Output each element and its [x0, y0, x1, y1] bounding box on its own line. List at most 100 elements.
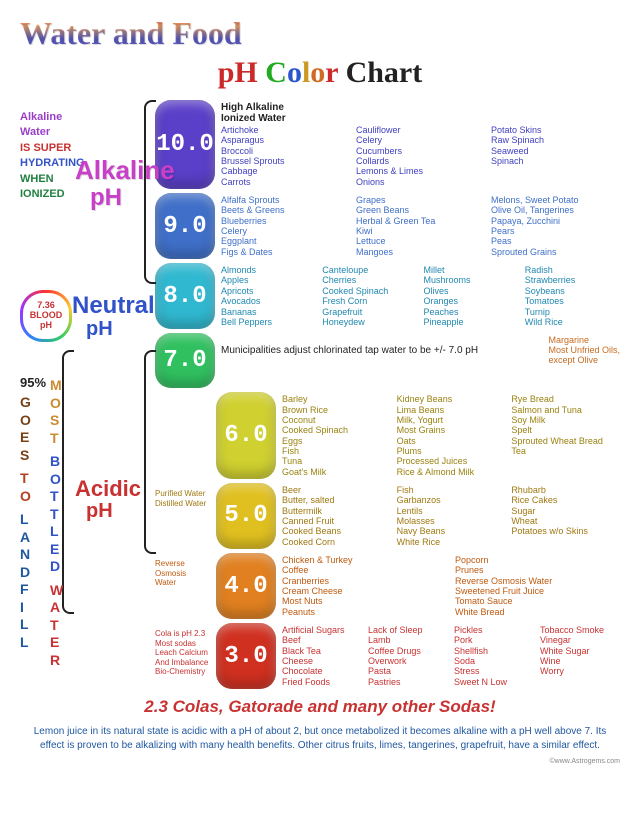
list-item: Potatoes w/o Skins	[511, 526, 620, 536]
ph-pill: 9.0	[155, 193, 215, 259]
list-item: Lemons & Limes	[356, 166, 485, 176]
chart-layout: Alkaline Water IS SUPER HYDRATING WHEN I…	[20, 100, 620, 689]
title-water-food: Water and Food	[20, 15, 620, 52]
list-item: Tomatoes	[525, 296, 620, 306]
row-heading: High AlkalineIonized Water	[221, 102, 620, 124]
list-item: Barley	[282, 394, 391, 404]
list-item: Seaweed	[491, 146, 620, 156]
list-item: Buttermilk	[282, 506, 391, 516]
col-goes-to-landfill: 95% GOESTOLANDFILL	[20, 375, 46, 669]
list-item: Chicken & Turkey	[282, 555, 447, 565]
list-item: Sprouted Wheat Bread	[511, 436, 620, 446]
list-item: White Rice	[397, 537, 506, 547]
list-item: White Sugar	[540, 646, 620, 656]
list-item: Rice Cakes	[511, 495, 620, 505]
list-item: Canned Fruit	[282, 516, 391, 526]
source-credit: ©www.Astrogems.com	[20, 758, 620, 765]
ph-row-3.0: Cola is pH 2.3Most sodasLeach CalciumAnd…	[155, 623, 620, 689]
list-item: Lamb	[368, 635, 448, 645]
list-item: Sugar	[511, 506, 620, 516]
bracket-alkaline	[144, 100, 156, 284]
item-list: Alfalfa SproutsBeets & GreensBlueberries…	[221, 195, 620, 257]
list-item: Broccoli	[221, 146, 350, 156]
list-item: Navy Beans	[397, 526, 506, 536]
list-item: Fresh Corn	[322, 296, 417, 306]
item-list: AlmondsApplesApricotsAvocadosBananasBell…	[221, 265, 620, 327]
list-item: Beer	[282, 485, 391, 495]
list-item: Lettuce	[356, 236, 485, 246]
list-item: Potato Skins	[491, 125, 620, 135]
list-item: Papaya, Zucchini	[491, 216, 620, 226]
list-item: Cooked Corn	[282, 537, 391, 547]
list-item: Collards	[356, 156, 485, 166]
item-list: Chicken & TurkeyCoffeeCranberriesCream C…	[282, 555, 620, 617]
list-item: Milk, Yogurt	[397, 415, 506, 425]
list-item: Popcorn	[455, 555, 620, 565]
list-item: Figs & Dates	[221, 247, 350, 257]
title-ph: pH	[218, 56, 258, 89]
list-item: Overwork	[368, 656, 448, 666]
list-item: Pastries	[368, 677, 448, 687]
list-item: Eggs	[282, 436, 391, 446]
list-item: Bell Peppers	[221, 317, 316, 327]
ph-row-7.0: 7.0Municipalities adjust chlorinated tap…	[155, 333, 620, 388]
list-item: Soy Milk	[511, 415, 620, 425]
list-item: Millet	[424, 265, 519, 275]
row-left-label: Cola is pH 2.3Most sodasLeach CalciumAnd…	[155, 623, 210, 689]
list-item: Peanuts	[282, 607, 447, 617]
list-item: Celery	[221, 226, 350, 236]
list-item: Most Grains	[397, 425, 506, 435]
bracket-acidic-inner	[144, 350, 156, 554]
list-item: Grapefruit	[322, 307, 417, 317]
list-item: Tobacco Smoke	[540, 625, 620, 635]
row-left-label: ReverseOsmosisWater	[155, 553, 210, 619]
list-item: Cooked Beans	[282, 526, 391, 536]
list-item: Stress	[454, 666, 534, 676]
list-item: Fish	[397, 485, 506, 495]
list-item: Processed Juices	[397, 456, 506, 466]
list-item: Lentils	[397, 506, 506, 516]
list-item: Blueberries	[221, 216, 350, 226]
list-item: Grapes	[356, 195, 485, 205]
list-item: Black Tea	[282, 646, 362, 656]
row-content: Alfalfa SproutsBeets & GreensBlueberries…	[221, 193, 620, 259]
list-item: Celery	[356, 135, 485, 145]
list-item: Spelt	[511, 425, 620, 435]
list-item: Oats	[397, 436, 506, 446]
list-item: Almonds	[221, 265, 316, 275]
label-neutral: Neutral	[72, 292, 155, 320]
list-item: Olives	[424, 286, 519, 296]
list-item: Plums	[397, 446, 506, 456]
item-list: BeerButter, saltedButtermilkCanned Fruit…	[282, 485, 620, 547]
ph-pill: 7.0	[155, 333, 215, 388]
row-content: BeerButter, saltedButtermilkCanned Fruit…	[282, 483, 620, 549]
row-content: Municipalities adjust chlorinated tap wa…	[221, 333, 620, 388]
list-item: Apricots	[221, 286, 316, 296]
list-item: Eggplant	[221, 236, 350, 246]
label-ph-3: pH	[86, 500, 113, 523]
blood-ph-heart-icon: 7.36 BLOOD pH	[20, 290, 72, 342]
list-item: Strawberries	[525, 275, 620, 285]
list-item: Kidney Beans	[397, 394, 506, 404]
ph-row-10.0: 10.0High AlkalineIonized WaterArtichokeA…	[155, 100, 620, 189]
list-item: Prunes	[455, 565, 620, 575]
list-item: Pickles	[454, 625, 534, 635]
list-item: Garbanzos	[397, 495, 506, 505]
ph-pill: 3.0	[216, 623, 276, 689]
list-item: Reverse Osmosis Water	[455, 576, 620, 586]
list-item: Tea	[511, 446, 620, 456]
list-item: Cooked Spinach	[282, 425, 391, 435]
list-item: Butter, salted	[282, 495, 391, 505]
list-item: Asparagus	[221, 135, 350, 145]
list-item: Vinegar	[540, 635, 620, 645]
list-item: Melons, Sweet Potato	[491, 195, 620, 205]
list-item: Brussel Sprouts	[221, 156, 350, 166]
list-item: Worry	[540, 666, 620, 676]
list-item: Pears	[491, 226, 620, 236]
row-content: AlmondsApplesApricotsAvocadosBananasBell…	[221, 263, 620, 329]
bracket-acidic-outer	[62, 350, 74, 614]
list-item: Mangoes	[356, 247, 485, 257]
list-item: Wild Rice	[525, 317, 620, 327]
label-95pct: 95%	[20, 375, 46, 391]
list-item: Cauliflower	[356, 125, 485, 135]
